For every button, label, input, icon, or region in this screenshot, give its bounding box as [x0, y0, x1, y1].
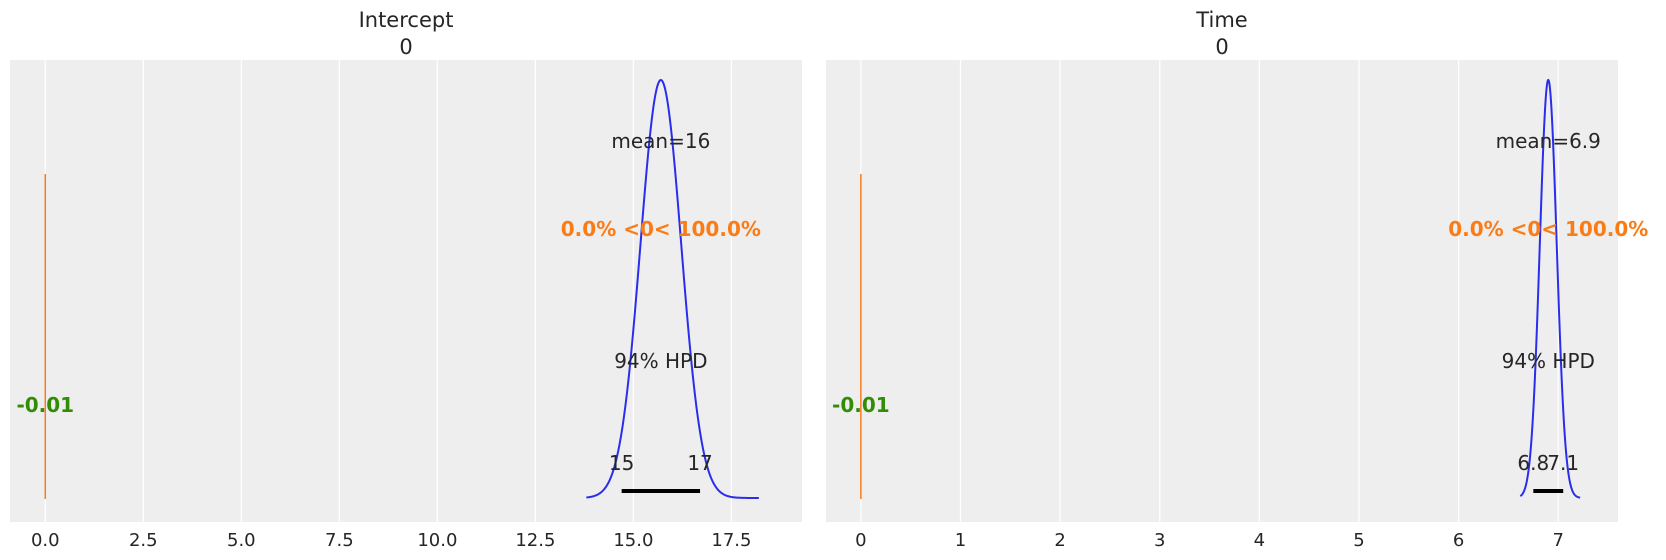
mean-label: mean=16	[611, 129, 710, 153]
x-tick-label: 2.5	[129, 530, 158, 551]
x-tick-label: 5	[1353, 530, 1364, 551]
panel-subtitle: 0	[1215, 35, 1228, 59]
x-tick-label: 0	[855, 530, 866, 551]
x-tick-label: 15.0	[613, 530, 653, 551]
x-tick-label: 12.5	[515, 530, 555, 551]
mean-label: mean=6.9	[1496, 129, 1601, 153]
reference-percent-label: 0.0% <0< 100.0%	[1448, 217, 1648, 241]
reference-percent-label: 0.0% <0< 100.0%	[561, 217, 761, 241]
hpd-lower-label: 15	[609, 451, 634, 475]
x-tick-label: 4	[1254, 530, 1265, 551]
x-tick-label: 1	[955, 530, 966, 551]
grid-lines	[44, 60, 733, 522]
x-axis-ticks: 0 1 2 3 4 5 6 7	[855, 530, 1564, 551]
panel-intercept: Intercept 0 mean=16 0.0% <0< 100.0% 94% …	[10, 8, 802, 551]
x-tick-label: 5.0	[227, 530, 256, 551]
panel-time: Time 0 mean=6.9 0.0% <0< 100.0% 94% HPD …	[826, 8, 1648, 551]
hpd-lower-label: 6.8	[1517, 451, 1549, 475]
x-tick-label: 2	[1054, 530, 1065, 551]
hpd-upper-label: 7.1	[1547, 451, 1579, 475]
x-tick-label: 3	[1154, 530, 1165, 551]
reference-value-label: -0.01	[832, 393, 890, 417]
plot-area	[826, 60, 1618, 522]
posterior-density-line	[1519, 78, 1581, 499]
panel-title: Intercept	[359, 8, 454, 32]
panel-subtitle: 0	[399, 35, 412, 59]
x-tick-label: 7	[1552, 530, 1563, 551]
plot-area	[10, 60, 802, 522]
hpd-upper-label: 17	[687, 451, 712, 475]
x-tick-label: 0.0	[31, 530, 60, 551]
x-tick-label: 7.5	[325, 530, 354, 551]
x-axis-ticks: 0.0 2.5 5.0 7.5 10.0 12.5 15.0 17.5	[31, 530, 751, 551]
hpd-label: 94% HPD	[614, 349, 707, 373]
hpd-label: 94% HPD	[1502, 349, 1595, 373]
x-tick-label: 6	[1453, 530, 1464, 551]
posterior-density-line	[586, 78, 759, 499]
reference-value-label: -0.01	[16, 393, 74, 417]
panel-title: Time	[1195, 8, 1247, 32]
x-tick-label: 17.5	[711, 530, 751, 551]
x-tick-label: 10.0	[417, 530, 457, 551]
